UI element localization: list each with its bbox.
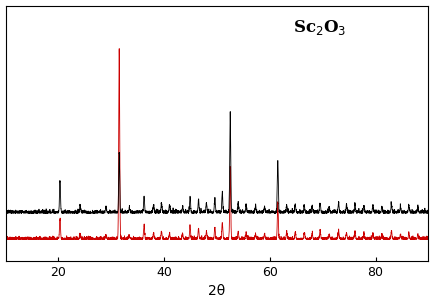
X-axis label: 2θ: 2θ — [208, 285, 226, 299]
Text: Sc$_2$O$_3$: Sc$_2$O$_3$ — [293, 18, 346, 37]
